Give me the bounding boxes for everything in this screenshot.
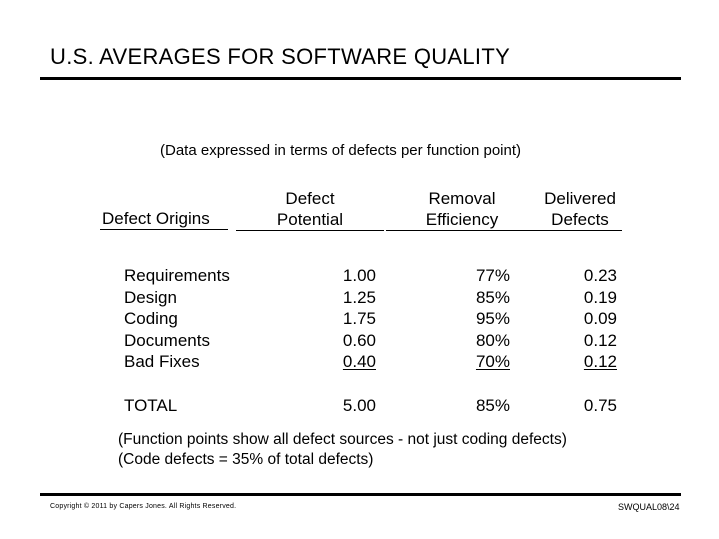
header-efficiency-line1: Removal xyxy=(428,189,496,208)
header-delivered-line1: Delivered xyxy=(544,189,616,208)
header-potential-line1: Defect xyxy=(285,189,335,208)
row-efficiency: 77% xyxy=(475,266,510,285)
row-potential: 1.25 xyxy=(342,287,376,307)
row-origin: Coding xyxy=(124,309,178,329)
header-efficiency-line2: Efficiency xyxy=(386,209,538,231)
row-efficiency: 80% xyxy=(475,330,510,350)
row-potential: 0.40 xyxy=(342,352,376,372)
note-code-defects: (Code defects = 35% of total defects) xyxy=(118,451,374,468)
header-defect-potential: Defect Potential xyxy=(236,188,384,231)
delivered-column: 0.23 0.19 0.09 0.12 0.12 xyxy=(560,265,617,373)
row-origin: Design xyxy=(124,287,177,307)
origins-column: Requirements Design Coding Documents Bad… xyxy=(124,265,230,373)
row-delivered: 0.09 xyxy=(583,309,617,329)
footer-divider xyxy=(40,493,681,496)
row-origin: Bad Fixes xyxy=(124,352,200,372)
slide-title: U.S. AVERAGES FOR SOFTWARE QUALITY xyxy=(50,44,511,69)
row-origin: Requirements xyxy=(124,266,230,285)
slide-id: SWQUAL08\24 xyxy=(618,502,680,512)
row-efficiency: 70% xyxy=(475,352,510,372)
row-potential: 0.60 xyxy=(342,330,376,350)
header-defect-origins-label: Defect Origins xyxy=(100,208,228,230)
header-potential-line2: Potential xyxy=(236,209,384,231)
row-efficiency: 95% xyxy=(475,309,510,329)
row-delivered: 0.12 xyxy=(583,352,617,372)
note-function-points: (Function points show all defect sources… xyxy=(118,431,567,448)
header-delivered-line2: Defects xyxy=(538,209,622,231)
row-efficiency: 85% xyxy=(475,287,510,307)
slide-subtitle: (Data expressed in terms of defects per … xyxy=(160,142,522,159)
row-delivered: 0.23 xyxy=(583,266,617,285)
row-origin: Documents xyxy=(124,330,210,350)
header-delivered-defects: Delivered Defects xyxy=(538,188,622,231)
title-divider xyxy=(40,77,681,80)
row-potential: 1.00 xyxy=(342,266,376,285)
total-label: TOTAL xyxy=(124,396,178,415)
potential-column: 1.00 1.25 1.75 0.60 0.40 xyxy=(320,265,376,373)
header-defect-origins: Defect Origins xyxy=(100,208,228,230)
row-potential: 1.75 xyxy=(342,309,376,329)
efficiency-column: 77% 85% 95% 80% 70% xyxy=(454,265,510,373)
header-removal-efficiency: Removal Efficiency xyxy=(386,188,538,231)
row-delivered: 0.19 xyxy=(583,287,617,307)
row-delivered: 0.12 xyxy=(583,330,617,350)
total-efficiency: 85% xyxy=(475,396,510,415)
total-delivered: 0.75 xyxy=(583,396,617,415)
copyright-text: Copyright © 2011 by Capers Jones. All Ri… xyxy=(50,503,237,510)
total-potential: 5.00 xyxy=(342,396,376,415)
